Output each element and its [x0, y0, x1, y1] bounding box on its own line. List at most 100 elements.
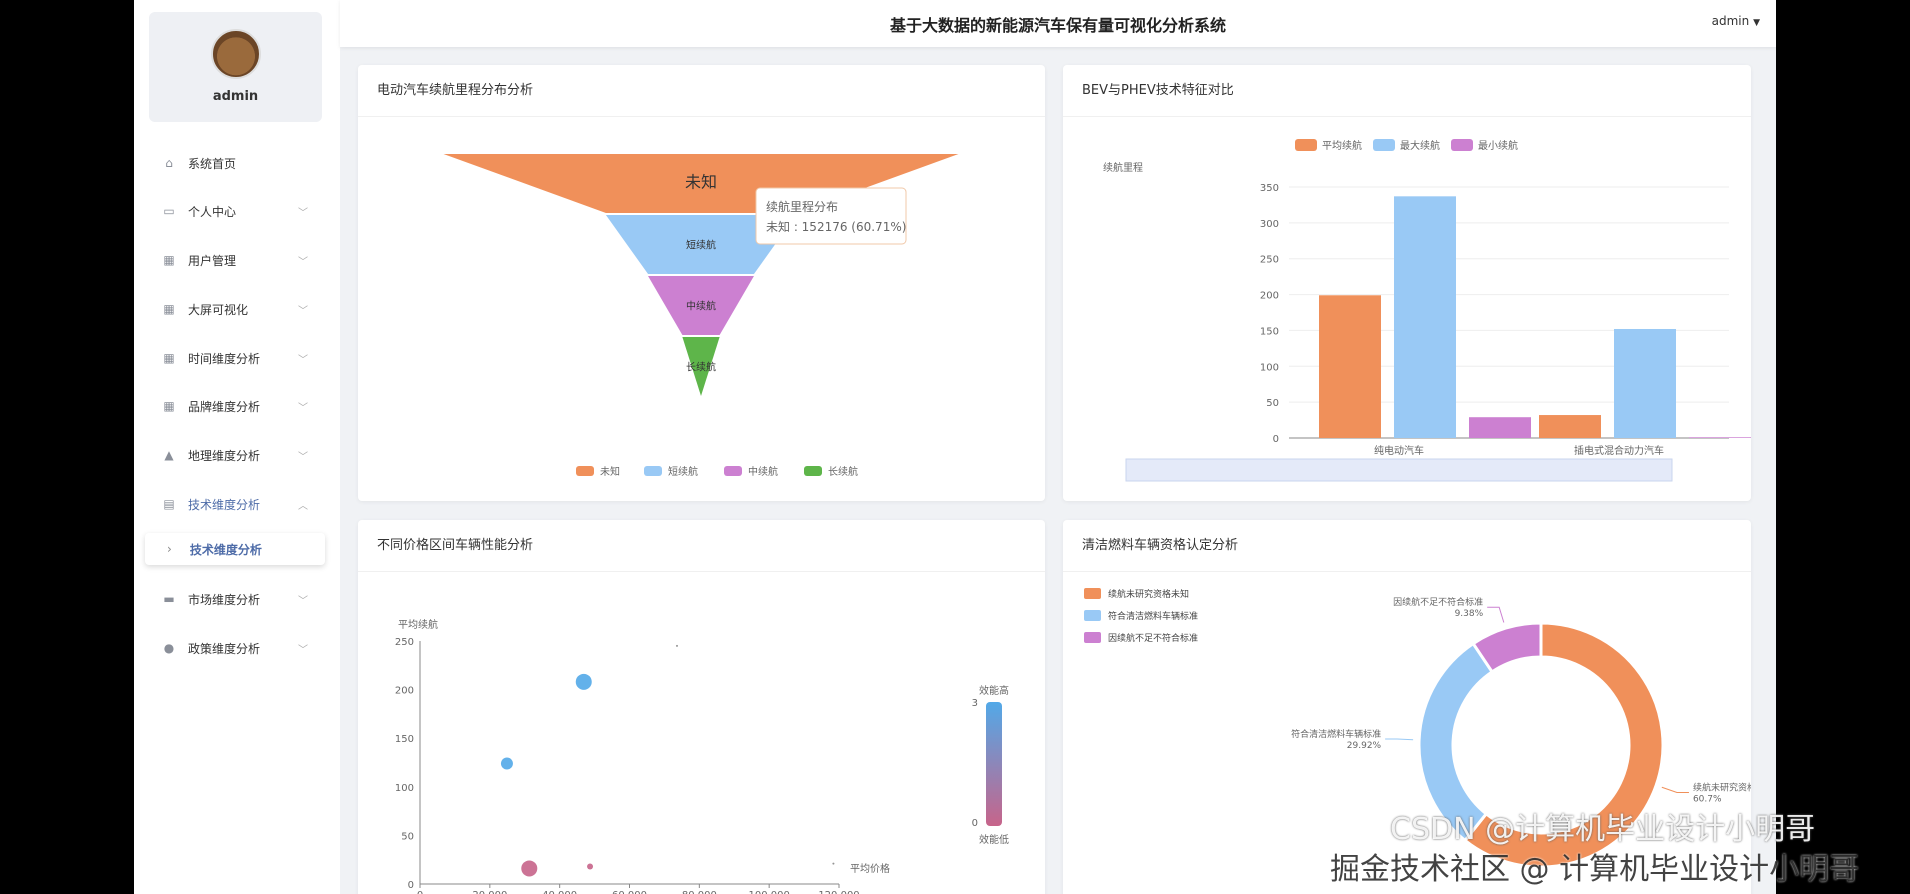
legend-label: 未知	[600, 465, 620, 478]
chevron-down-icon: ﹀	[298, 305, 308, 317]
legend-label: 平均续航	[1322, 139, 1362, 152]
sidebar-item[interactable]: ▦ 品牌维度分析 ﹀	[134, 386, 340, 426]
tooltip	[755, 187, 907, 245]
sidebar-item-label: 技术维度分析	[188, 497, 261, 512]
funnel-card: 电动汽车续航里程分布分析 未知 短续航 中续航 长续航 未知 短续航 中续航 长续航 续航里程分…	[358, 65, 1045, 501]
scatter-point	[587, 863, 594, 870]
avatar[interactable]	[210, 29, 261, 79]
scatter-point	[500, 757, 513, 770]
user-menu[interactable]: admin ▼	[1712, 14, 1760, 28]
y-axis-label: 平均续航	[398, 618, 438, 631]
chevron-down-icon: ﹀	[298, 595, 308, 607]
x-tick-label: 纯电动汽车	[1374, 444, 1424, 457]
monitor-icon: ▬	[163, 592, 175, 606]
sidebar-item[interactable]: ▦ 大屏可视化 ﹀	[134, 289, 340, 329]
bar	[1539, 415, 1601, 438]
header: 基于大数据的新能源汽车保有量可视化分析系统 admin ▼	[340, 0, 1776, 47]
grid-icon: ▦	[163, 302, 175, 316]
sidebar-item-label: 系统首页	[188, 156, 237, 171]
sidebar-item[interactable]: ▦ 时间维度分析 ﹀	[134, 338, 340, 378]
legend-swatch	[576, 466, 594, 476]
x-tick-label: 20,000	[472, 890, 507, 894]
scatter-chart: 0 50 100 150 200 250 0 20,000 40,000 60,000 80,000…	[395, 618, 1009, 894]
legend-swatch	[804, 466, 822, 476]
legend-swatch	[1373, 139, 1395, 151]
sidebar-item[interactable]: ⌂ 系统首页	[134, 143, 340, 183]
sidebar-item[interactable]: ▬ 市场维度分析 ﹀	[134, 579, 340, 619]
submenu-item-tech-analysis[interactable]: › 技术维度分析	[145, 533, 325, 565]
chevron-up-icon: ︿	[298, 500, 308, 512]
legend-label: 中续航	[748, 465, 778, 478]
sidebar-item[interactable]: ▦ 用户管理 ﹀	[134, 240, 340, 280]
y-tick-label: 50	[401, 831, 414, 842]
funnel-label: 长续航	[686, 361, 716, 374]
legend-swatch	[1451, 139, 1473, 151]
page-title: 基于大数据的新能源汽车保有量可视化分析系统	[889, 16, 1226, 35]
wallet-icon: ▭	[163, 204, 175, 218]
legend-swatch	[1084, 632, 1101, 643]
legend-label: 短续航	[668, 465, 698, 478]
user-card: admin	[149, 12, 322, 122]
x-axis-label: 平均价格	[850, 862, 890, 875]
chevron-down-icon: ﹀	[298, 354, 308, 366]
visual-map-low-label: 效能低	[979, 833, 1009, 846]
sidebar-username: admin	[212, 89, 259, 104]
legend-label: 最大续航	[1400, 139, 1440, 152]
x-tick-label: 80,000	[682, 890, 717, 894]
funnel-label: 中续航	[686, 300, 716, 313]
legend-swatch	[1295, 139, 1317, 151]
slice-percent: 29.92%	[1347, 741, 1382, 751]
scatter-card: 不同价格区间车辆性能分析 0 50 100 150 200 250 0 20,000 40,00…	[358, 520, 1045, 894]
sidebar-item-label: 用户管理	[188, 253, 237, 268]
x-tick-label: 插电式混合动力汽车	[1574, 444, 1664, 457]
card-title: BEV与PHEV技术特征对比	[1063, 65, 1751, 117]
sidebar-item-label: 时间维度分析	[188, 351, 261, 366]
sidebar-item[interactable]: ▤ 技术维度分析 ︿	[134, 484, 340, 524]
donut-slice	[1417, 641, 1495, 843]
legend-swatch	[644, 466, 662, 476]
funnel-segment	[605, 215, 797, 274]
data-zoom-slider[interactable]	[1125, 458, 1673, 482]
tooltip-text: 未知 : 152176 (60.71%)	[766, 220, 906, 234]
y-tick-label: 350	[1260, 183, 1279, 194]
y-tick-label: 100	[395, 783, 414, 794]
y-tick-label: 100	[1260, 362, 1279, 373]
home-icon: ⌂	[165, 156, 173, 170]
legend-label: 续航未研究资格未知	[1108, 588, 1189, 600]
slice-label: 符合清洁燃料车辆标准	[1291, 728, 1381, 740]
x-tick-label: 120,000	[818, 890, 859, 894]
card-title: 清洁燃料车辆资格认定分析	[1063, 520, 1751, 572]
chevron-down-icon: ﹀	[298, 644, 308, 656]
y-tick-label: 0	[1273, 434, 1279, 445]
bar	[1689, 437, 1751, 438]
grid-icon: ▦	[163, 253, 175, 267]
legend-label: 因续航不足不符合标准	[1108, 632, 1198, 644]
x-tick-label: 60,000	[612, 890, 647, 894]
scatter-point	[675, 644, 678, 647]
submenu-item-label: 技术维度分析	[189, 542, 262, 557]
chevron-down-icon: ﹀	[298, 402, 308, 414]
x-tick-label: 100,000	[748, 890, 789, 894]
sidebar-item[interactable]: ▲ 地理维度分析 ﹀	[134, 435, 340, 475]
bar	[1469, 417, 1531, 438]
sidebar-item-label: 地理维度分析	[188, 448, 261, 463]
bar	[1614, 328, 1676, 438]
funnel-label: 未知	[685, 173, 717, 192]
y-axis-label: 续航里程	[1103, 161, 1143, 174]
card-title: 电动汽车续航里程分布分析	[358, 65, 1045, 117]
legend-label: 长续航	[828, 465, 858, 478]
sidebar-item[interactable]: ▭ 个人中心 ﹀	[134, 191, 340, 231]
slice-label: 因续航不足不符合标准	[1393, 596, 1483, 608]
sidebar-item[interactable]: ● 政策维度分析 ﹀	[134, 628, 340, 668]
donut-slice	[1471, 621, 1543, 674]
y-tick-label: 0	[408, 880, 414, 891]
bar	[1319, 295, 1381, 438]
slice-percent: 60.7%	[1693, 794, 1722, 804]
tooltip-title: 续航里程分布	[766, 199, 838, 214]
visual-map-high-label: 效能高	[979, 684, 1009, 697]
header-username: admin	[1711, 14, 1750, 28]
scatter-point	[521, 860, 538, 877]
legend-swatch	[724, 466, 742, 476]
